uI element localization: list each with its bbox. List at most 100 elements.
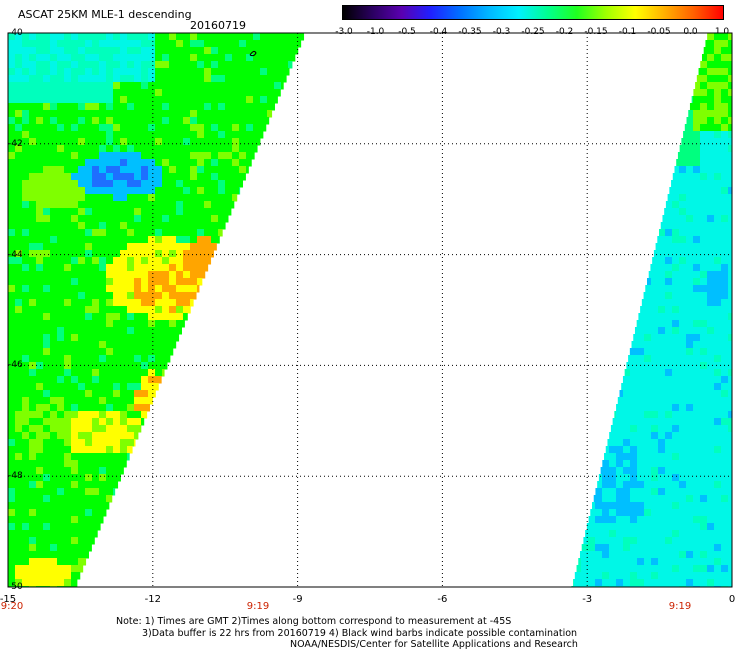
swath-cell [141, 376, 149, 384]
swath-cell [29, 348, 37, 356]
swath-cell [204, 208, 212, 216]
swath-cell [700, 103, 708, 111]
swath-cell [623, 565, 631, 573]
swath-cell [190, 271, 198, 279]
swath-cell [281, 61, 289, 69]
swath-cell [644, 467, 652, 475]
swath-cell [700, 159, 708, 167]
swath-cell [190, 47, 198, 55]
swath-cell [574, 572, 583, 580]
swath-cell [36, 54, 44, 62]
swath-cell [190, 40, 198, 48]
swath-cell [22, 516, 30, 524]
swath-cell [211, 201, 219, 209]
swath-cell [218, 33, 226, 41]
swath-cell [616, 453, 624, 461]
swath-cell [15, 383, 23, 391]
swath-cell [15, 495, 23, 503]
swath-cell [686, 194, 694, 202]
swath-cell [686, 572, 694, 580]
swath-cell [218, 131, 226, 139]
swath-cell [155, 271, 163, 279]
swath-cell [15, 145, 23, 153]
swath-cell [43, 68, 51, 76]
swath-cell [99, 285, 107, 293]
swath-cell [623, 579, 631, 587]
swath-cell [141, 278, 149, 286]
swath-cell [106, 236, 114, 244]
swath-cell [679, 173, 687, 181]
swath-cell [64, 383, 72, 391]
swath-cell [155, 334, 163, 342]
swath-cell [155, 327, 163, 335]
swath-cell [50, 439, 58, 447]
swath-cell [169, 110, 177, 118]
swath-cell [679, 229, 687, 237]
swath-cell [92, 180, 100, 188]
swath-cell [106, 467, 114, 475]
swath-cell [672, 397, 680, 405]
swath-cell [190, 61, 198, 69]
swath-cell [637, 425, 645, 433]
swath-cell [714, 40, 722, 48]
longitude-label: -12 [144, 594, 161, 605]
swath-cell [616, 432, 624, 440]
swath-cell [57, 488, 65, 496]
swath-cell [672, 446, 680, 454]
swath-cell [686, 404, 694, 412]
swath-cell [728, 145, 733, 153]
longitude-label: -6 [437, 594, 448, 605]
swath-cell [29, 33, 37, 41]
swath-cell [29, 173, 37, 181]
swath-cell [29, 369, 37, 377]
swath-cell [8, 103, 16, 111]
swath-cell [15, 530, 23, 538]
swath-cell [57, 565, 65, 573]
swath-cell [85, 257, 93, 265]
swath-cell [183, 152, 191, 160]
swath-cell [602, 565, 610, 573]
swath-cell [211, 138, 219, 146]
swath-cell [707, 439, 715, 447]
swath-cell [232, 166, 240, 174]
swath-cell [64, 369, 72, 377]
swath-cell [630, 474, 638, 482]
swath-cell [183, 299, 191, 307]
swath-cell [36, 551, 44, 559]
swath-cell [22, 551, 30, 559]
swath-cell [721, 523, 729, 531]
swath-cell [246, 103, 254, 111]
swath-cell [22, 222, 30, 230]
swath-cell [721, 502, 729, 510]
swath-cell [43, 418, 51, 426]
latitude-label: -48 [8, 471, 23, 482]
swath-cell [155, 68, 163, 76]
swath-cell [679, 264, 687, 272]
swath-cell [630, 411, 638, 419]
swath-cell [155, 61, 163, 69]
swath-cell [50, 390, 58, 398]
swath-cell [113, 320, 121, 328]
swath-cell [8, 257, 16, 265]
swath-cell [148, 145, 156, 153]
swath-cell [728, 397, 733, 405]
swath-cell [225, 103, 233, 111]
swath-cell [127, 306, 135, 314]
swath-cell [701, 54, 710, 62]
swath-cell [43, 243, 51, 251]
swath-cell [721, 68, 729, 76]
swath-cell [623, 376, 631, 384]
swath-cell [29, 82, 37, 90]
swath-cell [64, 481, 72, 489]
swath-cell [728, 390, 733, 398]
swath-cell [120, 397, 128, 405]
swath-cell [246, 110, 254, 118]
swath-cell [50, 159, 58, 167]
swath-cell [99, 362, 107, 370]
swath-cell [721, 89, 729, 97]
swath-cell [141, 215, 149, 223]
swath-cell [267, 82, 275, 90]
swath-cell [134, 341, 142, 349]
swath-cell [707, 187, 715, 195]
swath-cell [85, 327, 93, 335]
